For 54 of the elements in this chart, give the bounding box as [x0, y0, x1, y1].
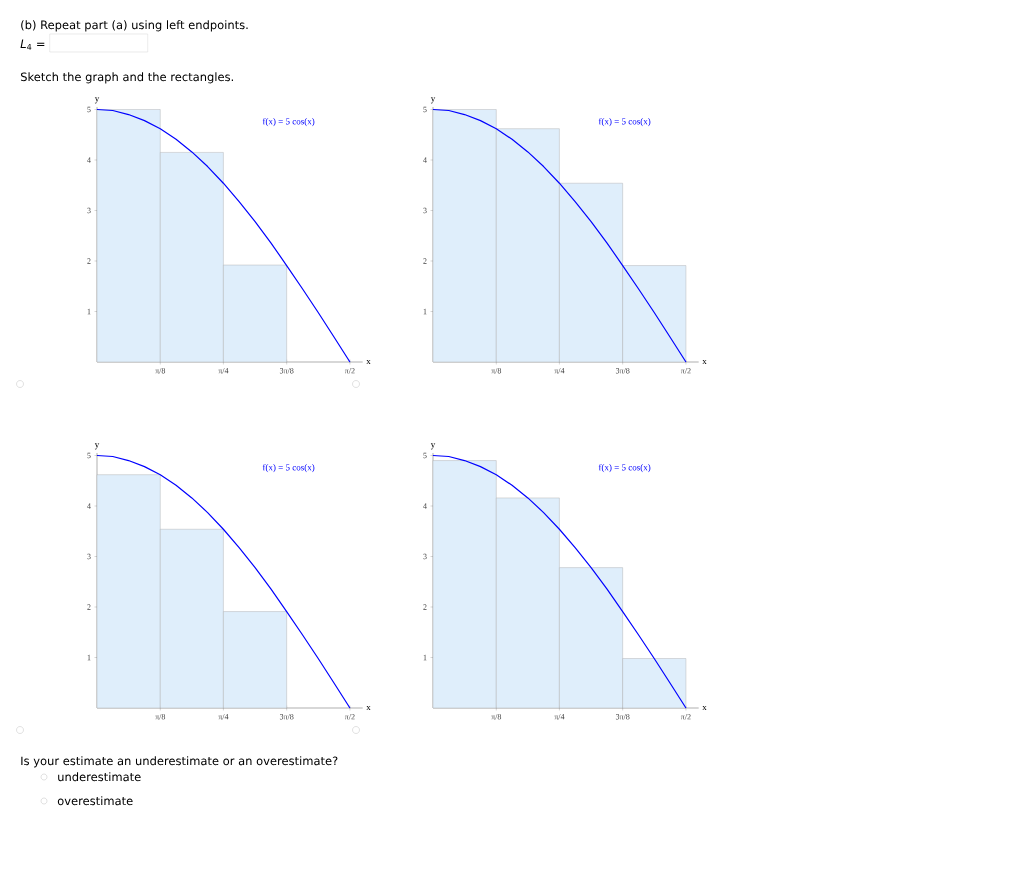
x-tick-label: π/2 — [344, 368, 355, 374]
x-tick-label: 3π/8 — [615, 714, 630, 720]
x-axis-title: x — [366, 359, 371, 365]
y-tick-label: 2 — [423, 258, 427, 264]
x-tick-label: π/4 — [218, 368, 229, 374]
text: f(x) = 5 cos(x) — [598, 118, 651, 127]
x-tick-label: 3π/8 — [279, 368, 294, 374]
x-axis-title: x — [702, 705, 707, 711]
x-tick-label: π/8 — [155, 368, 166, 374]
x-tick-label: π/2 — [680, 368, 691, 374]
x-tick-label: π/2 — [344, 714, 355, 720]
x-tick-label: 3π/8 — [615, 368, 630, 374]
text: Sketch the graph and the rectangles. — [20, 72, 233, 84]
y-tick-label: 1 — [423, 308, 427, 315]
y-tick-label: 2 — [87, 604, 91, 610]
text: underestimate — [58, 772, 141, 782]
y-tick-label: 2 — [423, 604, 427, 610]
y-tick-label: 5 — [423, 452, 427, 459]
y-axis-title: y — [430, 97, 436, 104]
y-axis-title: y — [94, 97, 100, 104]
y-tick-label: 5 — [87, 106, 91, 113]
x-axis-title: x — [366, 705, 371, 711]
x-tick-label: π/8 — [155, 714, 166, 720]
y-tick-label: 5 — [423, 106, 427, 113]
y-tick-label: 3 — [423, 207, 427, 214]
text: Is your estimate an underestimate or an overestimate? — [21, 756, 338, 768]
x-tick-label: π/8 — [491, 714, 502, 720]
y-tick-label: 1 — [87, 654, 91, 661]
x-tick-label: π/4 — [218, 714, 229, 720]
y-tick-label: 4 — [423, 157, 427, 163]
y-axis-title: y — [94, 443, 100, 450]
x-tick-label: π/4 — [554, 714, 565, 720]
text: overestimate — [57, 796, 133, 806]
x-tick-label: 3π/8 — [279, 714, 294, 720]
y-tick-label: 4 — [87, 503, 91, 509]
y-tick-label: 2 — [87, 258, 91, 264]
x-tick-label: π/2 — [680, 714, 691, 720]
y-tick-label: 5 — [87, 452, 91, 459]
text: L$_{4}$ = — [20, 39, 45, 50]
y-tick-label: 3 — [423, 553, 427, 560]
text: f(x) = 5 cos(x) — [262, 464, 315, 473]
y-tick-label: 1 — [423, 654, 427, 661]
x-axis-title: x — [702, 359, 707, 365]
y-tick-label: 3 — [87, 553, 91, 560]
text: f(x) = 5 cos(x) — [598, 464, 651, 473]
y-tick-label: 1 — [87, 308, 91, 315]
y-tick-label: 4 — [87, 157, 91, 163]
x-tick-label: π/8 — [491, 368, 502, 374]
x-tick-label: π/4 — [554, 368, 565, 374]
y-axis-title: y — [430, 443, 436, 450]
text: f(x) = 5 cos(x) — [262, 118, 315, 127]
y-tick-label: 3 — [87, 207, 91, 214]
text: (b) Repeat part (a) using left endpoints. — [21, 20, 248, 32]
y-tick-label: 4 — [423, 503, 427, 509]
